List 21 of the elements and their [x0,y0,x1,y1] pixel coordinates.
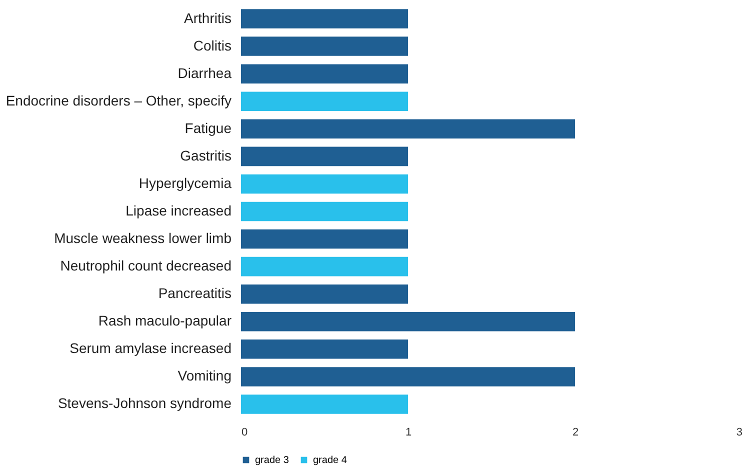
y-tick-label: Pancreatitis [158,285,232,302]
y-tick-label: Gastritis [180,147,232,164]
y-tick-label: Lipase increased [126,202,232,218]
legend-label: grade 4 [313,455,348,466]
y-tick-label: Neutrophil count decreased [60,258,232,274]
y-tick-label: Colitis [193,37,232,54]
legend-label: grade 3 [255,455,290,466]
x-tick-label: 3 [736,426,742,438]
x-tick-label: 1 [405,426,412,438]
y-tick-label: Hyperglycemia [138,174,232,191]
y-tick-label: Diarrhea [178,64,232,81]
y-tick-label: Rash maculo-papular [98,312,232,329]
y-tick-label: Arthritis [184,10,232,26]
x-tick-label: 0 [242,426,248,438]
x-tick-label: 2 [572,426,579,438]
y-tick-label: Endocrine disorders – Other, specify [6,92,232,108]
y-tick-label: Stevens-Johnson syndrome [58,395,232,412]
y-tick-label: Serum amylase increased [70,340,232,356]
y-tick-label: Vomiting [178,368,232,384]
y-tick-label: Muscle weakness lower limb [54,230,232,246]
y-tick-label: Fatigue [184,120,232,136]
